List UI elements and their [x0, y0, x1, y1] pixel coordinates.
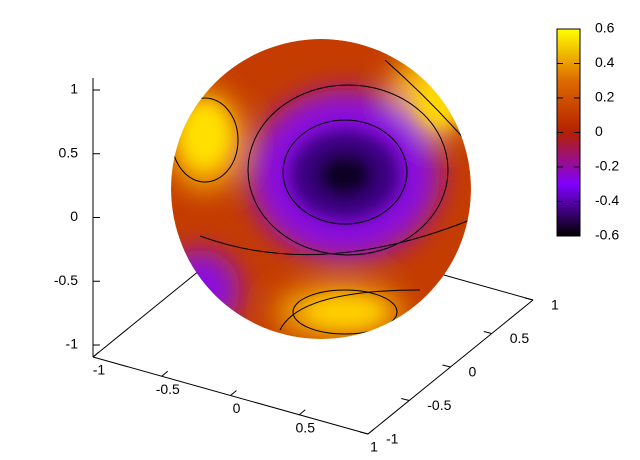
y-tick [359, 431, 369, 435]
x-tick-label: 1 [370, 439, 378, 455]
z-tick-label: -1 [66, 336, 79, 352]
y-tick-label: 0.5 [510, 330, 530, 346]
z-tick-label: 1 [70, 81, 78, 97]
y-tick-label: -0.5 [427, 397, 451, 413]
x-tick [161, 370, 169, 377]
y-tick-label: 0 [469, 364, 477, 380]
z-tick-label: -0.5 [54, 272, 78, 288]
y-tick-label: 1 [551, 297, 559, 313]
z-tick-label: 0.5 [59, 144, 79, 160]
cb-tick-label: 0.2 [595, 89, 615, 105]
cb-tick-label: 0.4 [595, 54, 615, 70]
x-tick [230, 390, 237, 396]
x-tick-label: 0.5 [296, 419, 316, 435]
y-tick [401, 398, 410, 401]
cb-tick-label: -0.6 [595, 227, 619, 243]
y-tick [442, 364, 451, 368]
x-tick-label: -1 [93, 362, 106, 378]
x-tick-label: 0 [233, 400, 241, 416]
cb-tick-label: -0.2 [595, 158, 619, 174]
x-tick [367, 428, 375, 435]
y-tick-label: -1 [386, 431, 399, 447]
cb-tick-label: -0.4 [595, 192, 619, 208]
z-tick-label: 0 [70, 208, 78, 224]
y-tick [524, 297, 534, 301]
x-tick [298, 409, 306, 416]
cb-tick-label: 0 [595, 123, 603, 139]
y-tick [483, 331, 492, 334]
sphere-surface [171, 39, 471, 339]
x-tick-label: -0.5 [156, 381, 180, 397]
x-tick [92, 351, 100, 358]
cb-tick-label: 0.6 [595, 20, 615, 36]
